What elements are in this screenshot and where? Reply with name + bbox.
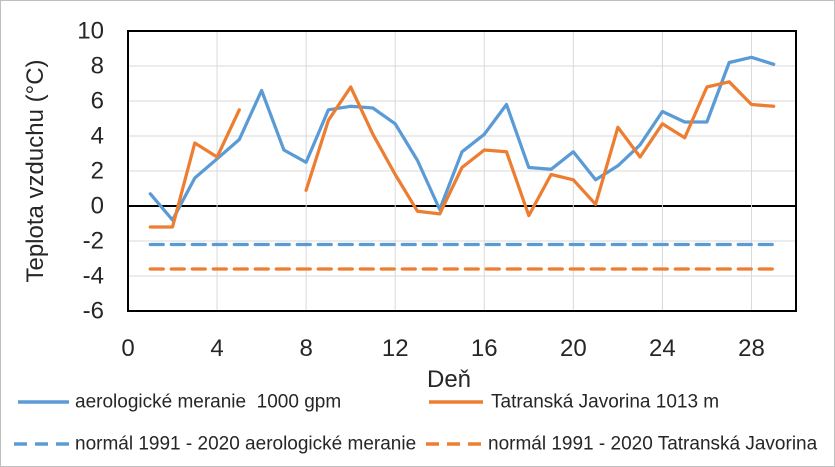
y-tick-label: 8: [91, 53, 104, 80]
y-tick-label: -6: [83, 298, 104, 325]
legend-label-normal-javorina: normál 1991 - 2020 Tatranská Javorina: [488, 434, 818, 455]
x-tick-label: 0: [121, 335, 134, 362]
y-tick-label: -4: [83, 263, 104, 290]
y-tick-label: -2: [83, 228, 104, 255]
data-series: [148, 55, 776, 271]
x-tick-label: 28: [738, 335, 765, 362]
legend: aerologické meranie 1000 gpm Tatranská J…: [14, 392, 818, 455]
y-tick-label: 2: [91, 158, 104, 185]
legend-label-javorina: Tatranská Javorina 1013 m: [491, 392, 719, 413]
x-tick-label: 20: [560, 335, 587, 362]
plot-border: [127, 30, 797, 312]
x-tick-label: 12: [382, 335, 409, 362]
x-tick-label: 4: [210, 335, 223, 362]
y-tick-label: 6: [91, 88, 104, 115]
x-tick-label: 8: [299, 335, 312, 362]
y-axis-title: Teplota vzduchu (°C): [22, 59, 49, 282]
y-axis-tick-labels: 10 8 6 4 2 0 -2 -4 -6: [77, 18, 104, 325]
y-tick-label: 4: [91, 123, 104, 150]
y-tick-label: 10: [77, 18, 104, 45]
series-line-0: [148, 55, 776, 222]
legend-label-normal-aerologicke: normál 1991 - 2020 aerologické meranie: [75, 434, 416, 455]
y-tick-label: 0: [91, 193, 104, 220]
legend-label-aerologicke: aerologické meranie 1000 gpm: [75, 392, 341, 413]
series-line-1: [148, 80, 776, 229]
x-tick-label: 24: [649, 335, 676, 362]
x-axis-title: Deň: [427, 366, 471, 393]
x-axis-tick-labels: 0 4 8 12 16 20 24 28: [121, 335, 764, 362]
x-tick-label: 16: [471, 335, 498, 362]
